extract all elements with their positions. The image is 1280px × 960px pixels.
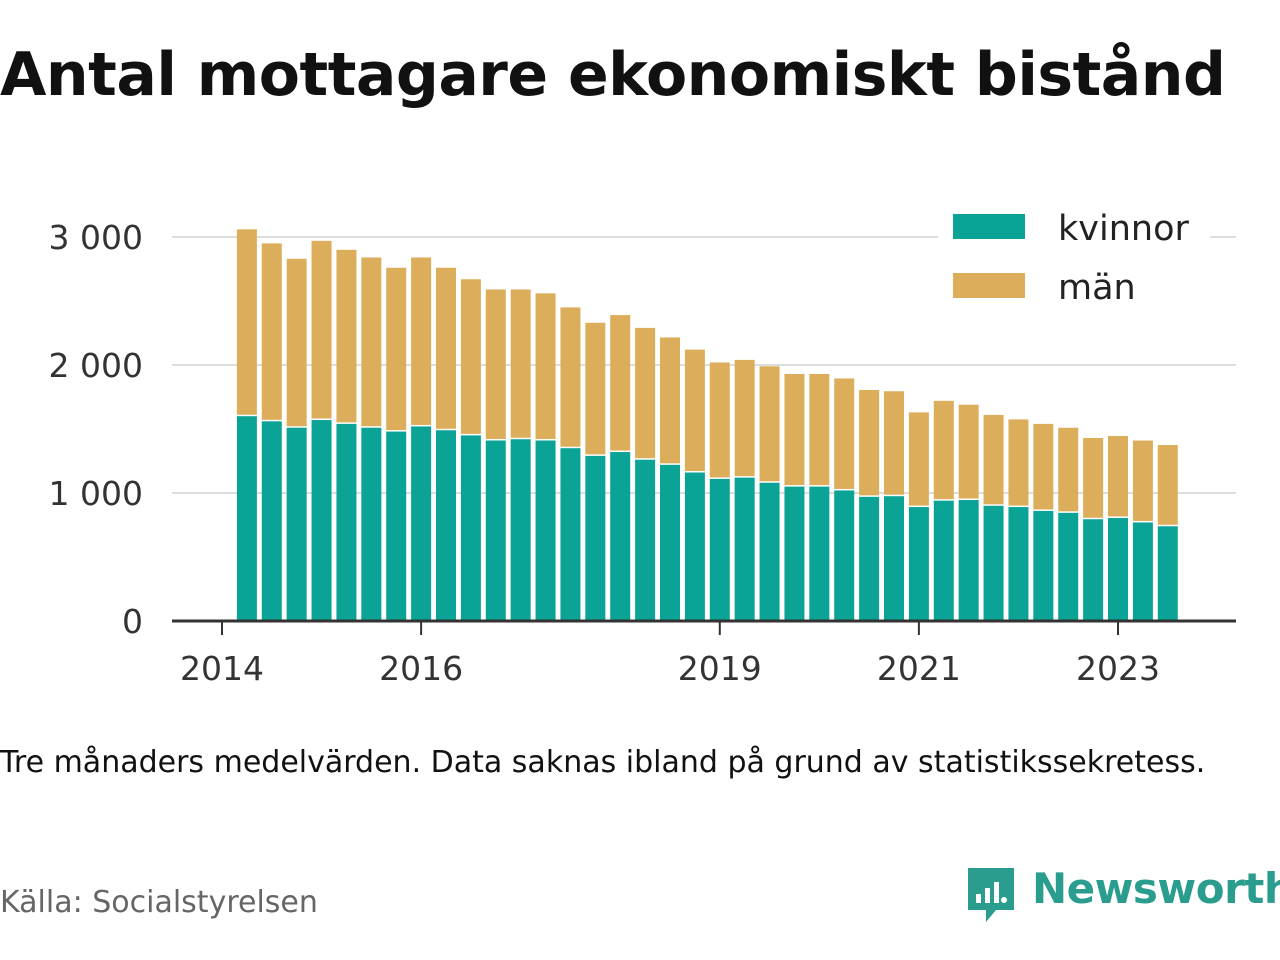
bar-man [510, 289, 531, 438]
bar-man [1058, 427, 1079, 512]
bar-kvinnor [784, 486, 805, 621]
bar-man [908, 412, 929, 506]
bar-kvinnor [709, 478, 730, 621]
bar-kvinnor [859, 496, 880, 621]
bar-kvinnor [660, 464, 680, 621]
bar-kvinnor [411, 426, 432, 621]
bar-man [610, 315, 631, 451]
bar-kvinnor [510, 439, 531, 621]
bar-man [236, 229, 257, 415]
bar-kvinnor [460, 435, 481, 621]
legend-swatch-man [953, 273, 1025, 298]
bar-man [983, 414, 1004, 505]
bar-kvinnor [734, 477, 755, 621]
bar-man [535, 293, 556, 440]
bar-kvinnor [386, 431, 407, 621]
bar-kvinnor [485, 440, 506, 621]
bar-man [436, 267, 456, 429]
legend-label-man: män [1058, 268, 1136, 308]
bar-kvinnor [809, 486, 830, 621]
bar-kvinnor [759, 482, 780, 621]
logo-text: Newsworthy [1032, 864, 1280, 913]
bar-kvinnor [436, 430, 456, 621]
x-tick-label: 2016 [379, 649, 463, 688]
bar-man [286, 258, 307, 427]
legend-label-kvinnor: kvinnor [1058, 209, 1189, 249]
bar-man [386, 267, 407, 431]
bar-kvinnor [1033, 510, 1054, 621]
bar-kvinnor [286, 427, 307, 621]
bar-kvinnor [610, 452, 631, 621]
bar-kvinnor [261, 421, 282, 621]
newsworthy-logo-icon [968, 868, 1014, 922]
bar-man [485, 289, 506, 440]
bar-man [660, 337, 680, 464]
bar-kvinnor [635, 459, 656, 621]
bar-kvinnor [958, 500, 979, 621]
bar-kvinnor [834, 490, 855, 621]
bar-man [734, 359, 755, 477]
bar-man [336, 249, 357, 423]
bar-man [635, 327, 656, 459]
bar-man [411, 257, 432, 425]
bar-man [311, 240, 332, 419]
bar-kvinnor [1008, 507, 1029, 621]
bar-kvinnor [933, 500, 954, 621]
legend-swatch-kvinnor [953, 214, 1025, 239]
bar-man [261, 243, 282, 420]
bar-man [1108, 436, 1128, 517]
bar-kvinnor [908, 507, 929, 621]
bar-kvinnor [236, 416, 257, 621]
bar-kvinnor [1157, 526, 1178, 621]
bar-man [1132, 440, 1153, 521]
y-tick-label: 0 [122, 602, 143, 641]
axes: 0 1 000 2 000 3 000 2014 2016 2019 2021 2023 [49, 218, 1236, 688]
bar-kvinnor [560, 448, 581, 621]
x-tick-label: 2014 [180, 649, 264, 688]
bar-man [1033, 423, 1054, 510]
x-tick-label: 2021 [877, 649, 961, 688]
bar-man [958, 404, 979, 499]
bar-man [784, 373, 805, 486]
source-credit: Källa: Socialstyrelsen [0, 885, 318, 920]
bar-kvinnor [585, 455, 606, 621]
bar-kvinnor [1132, 522, 1153, 621]
bars [236, 229, 1178, 621]
bar-kvinnor [336, 423, 357, 621]
x-tick-label: 2023 [1076, 649, 1160, 688]
y-tick-label: 2 000 [49, 346, 143, 385]
bar-kvinnor [361, 427, 382, 621]
chart-title: Antal mottagare ekonomiskt bistånd [0, 40, 1226, 110]
bar-man [709, 362, 730, 478]
bar-man [460, 279, 481, 434]
bar-kvinnor [684, 472, 705, 621]
bar-man [361, 257, 382, 427]
bar-man [809, 373, 830, 486]
bar-man [1008, 419, 1029, 506]
bar-kvinnor [1058, 512, 1079, 621]
bar-man [884, 391, 904, 495]
chart-note: Tre månaders medelvärden. Data saknas ib… [0, 745, 1206, 780]
bar-man [1157, 445, 1178, 525]
x-tick-label: 2019 [678, 649, 762, 688]
newsworthy-logo[interactable]: Newsworthy [962, 862, 1280, 932]
bar-man [684, 349, 705, 472]
bar-man [834, 378, 855, 489]
stacked-bar-chart: 0 1 000 2 000 3 000 2014 2016 2019 2021 2023 kvi… [48, 200, 1236, 688]
bar-kvinnor [1083, 519, 1104, 621]
y-tick-label: 1 000 [49, 474, 143, 513]
bar-man [859, 389, 880, 496]
bar-man [1083, 437, 1104, 518]
y-tick-label: 3 000 [49, 218, 143, 257]
bar-man [759, 366, 780, 482]
bar-kvinnor [311, 420, 332, 621]
bar-man [585, 322, 606, 455]
bar-man [560, 307, 581, 447]
bar-kvinnor [535, 440, 556, 621]
bar-kvinnor [983, 505, 1004, 621]
bar-man [933, 400, 954, 500]
legend: kvinnor män [938, 200, 1210, 310]
bar-kvinnor [1108, 517, 1128, 621]
bar-kvinnor [884, 496, 904, 621]
